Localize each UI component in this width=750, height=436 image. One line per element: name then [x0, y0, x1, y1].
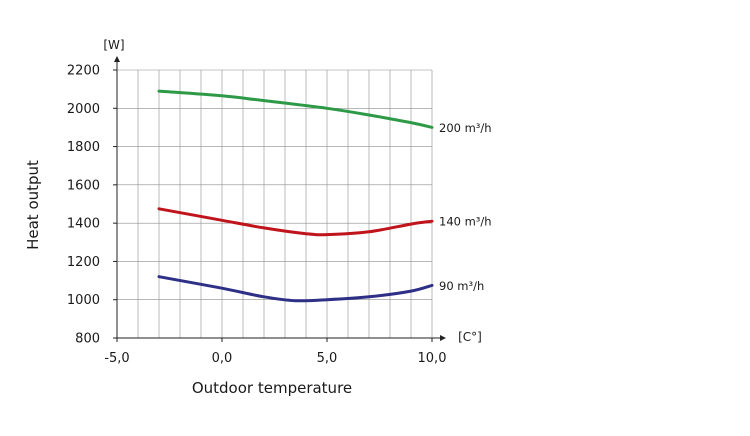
series-labels: 200 m³/h 140 m³/h 90 m³/h: [439, 121, 492, 293]
x-tick-labels: -5,0 0,0 5,0 10,0: [104, 338, 446, 366]
x-axis-title: Outdoor temperature: [192, 379, 352, 397]
axes: [114, 56, 446, 341]
y-tick-label: 1600: [67, 178, 100, 193]
x-axis-arrow: [440, 335, 446, 341]
series-line-0: [157, 89, 434, 129]
y-tick-label: 1200: [67, 255, 100, 270]
y-tick-label: 1000: [67, 293, 100, 308]
series-label-1: 140 m³/h: [439, 215, 492, 229]
y-tick-label: 1800: [67, 140, 100, 155]
y-unit-label: [W]: [103, 38, 124, 52]
y-tick-labels: 800 1000 1200 1400 1600 1800 2000 2200: [67, 64, 117, 347]
series-label-2: 90 m³/h: [439, 279, 484, 293]
y-tick-label: 2200: [67, 64, 100, 79]
y-tick-label: 800: [75, 332, 100, 347]
y-axis-title: Heat output: [24, 160, 42, 250]
series-label-0: 200 m³/h: [439, 121, 492, 135]
series-line-2: [157, 275, 434, 303]
series-line-1: [157, 207, 434, 237]
x-tick-label: 5,0: [317, 351, 338, 366]
x-tick-label: -5,0: [104, 351, 129, 366]
y-tick-label: 1400: [67, 217, 100, 232]
y-tick-label: 2000: [67, 102, 100, 117]
y-axis-arrow: [114, 56, 120, 62]
x-tick-label: 10,0: [418, 351, 447, 366]
x-tick-label: 0,0: [212, 351, 233, 366]
x-unit-label: [C°]: [458, 330, 482, 344]
series-lines: [157, 89, 434, 303]
